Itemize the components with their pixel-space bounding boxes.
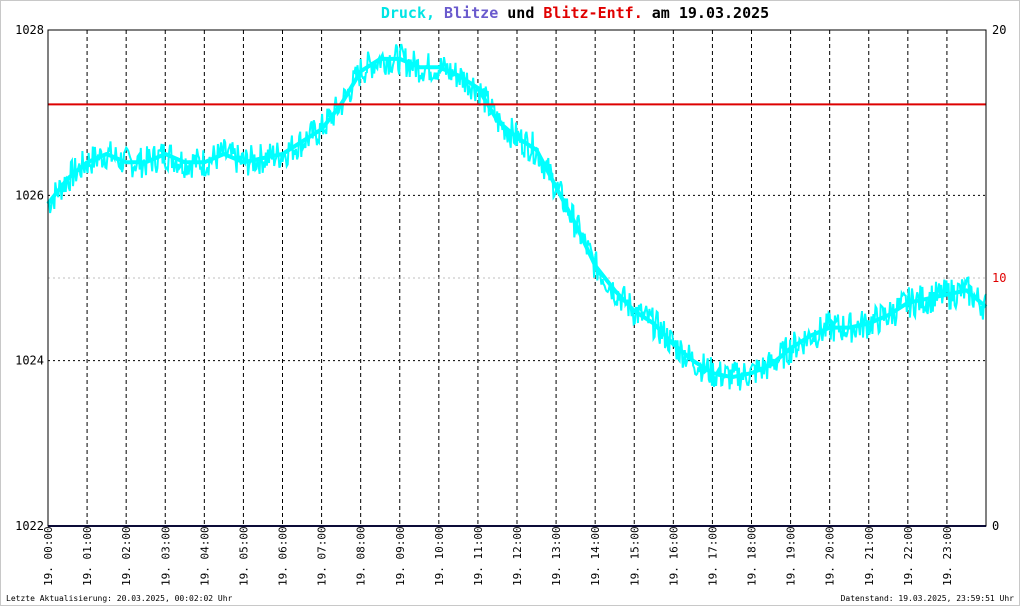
title-part: und [498, 4, 543, 22]
pressure-line [46, 56, 988, 380]
x-tick-label: 19. 06:00 [277, 526, 290, 586]
x-tick-label: 19. 02:00 [120, 526, 133, 586]
x-tick-label: 19. 04:00 [198, 526, 211, 586]
y-right-tick-label: 20 [992, 23, 1006, 37]
footer-data-timestamp: Datenstand: 19.03.2025, 23:59:51 Uhr [841, 594, 1015, 603]
x-tick-label: 19. 05:00 [237, 526, 250, 586]
x-tick-label: 19. 15:00 [628, 526, 641, 586]
x-tick-label: 19. 22:00 [902, 526, 915, 586]
x-tick-label: 19. 23:00 [941, 526, 954, 586]
title-part: Blitze [435, 4, 498, 22]
grid [48, 30, 986, 526]
x-tick-label: 19. 00:00 [42, 526, 55, 586]
x-tick-label: 19. 13:00 [550, 526, 563, 586]
y-left-tick-label: 1028 [15, 23, 44, 37]
x-tick-label: 19. 18:00 [746, 526, 759, 586]
x-tick-label: 19. 09:00 [394, 526, 407, 586]
chart-title: Druck, Blitze und Blitz-Entf. am 19.03.2… [381, 4, 769, 22]
y-left-tick-label: 1024 [15, 354, 44, 368]
x-tick-label: 19. 19:00 [785, 526, 798, 586]
x-tick-label: 19. 14:00 [589, 526, 602, 586]
x-tick-label: 19. 07:00 [316, 526, 329, 586]
title-part: Druck, [381, 4, 435, 22]
y-right-tick-label: 0 [992, 519, 999, 533]
title-part: am 19.03.2025 [643, 4, 769, 22]
x-tick-label: 19. 03:00 [159, 526, 172, 586]
x-tick-label: 19. 21:00 [863, 526, 876, 586]
x-tick-label: 19. 12:00 [511, 526, 524, 586]
pressure-line-noise [47, 43, 987, 391]
x-tick-label: 19. 08:00 [355, 526, 368, 586]
x-tick-label: 19. 16:00 [667, 526, 680, 586]
footer-last-update: Letzte Aktualisierung: 20.03.2025, 00:02… [6, 594, 233, 603]
x-tick-label: 19. 20:00 [824, 526, 837, 586]
x-tick-label: 19. 17:00 [706, 526, 719, 586]
x-tick-label: 19. 10:00 [433, 526, 446, 586]
y-right-tick-label: 10 [992, 271, 1006, 285]
axes: 19. 00:00 19. 01:00 19. 02:00 19. 03:00 19. … [15, 23, 1006, 586]
title-part: Blitz-Entf. [543, 4, 642, 22]
x-tick-label: 19. 11:00 [472, 526, 485, 586]
y-left-tick-label: 1026 [15, 188, 44, 202]
x-tick-label: 19. 01:00 [81, 526, 94, 586]
plot-frame [47, 29, 987, 527]
y-left-tick-label: 1022 [15, 519, 44, 533]
